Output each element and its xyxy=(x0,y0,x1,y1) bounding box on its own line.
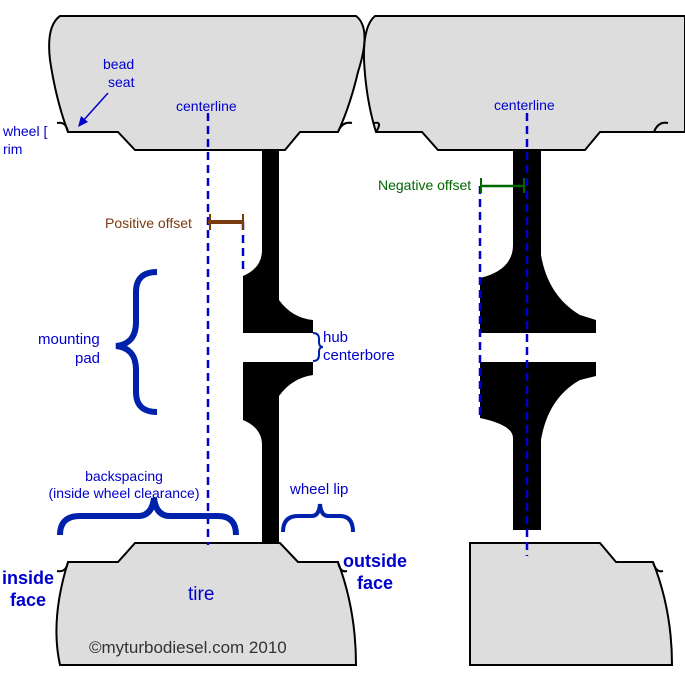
positive-offset-label: Positive offset xyxy=(105,215,192,231)
centerline-label-right: centerline xyxy=(494,97,555,113)
wheel-lip-label: wheel lip xyxy=(289,481,348,498)
wheel-rim-label-line2: rim xyxy=(3,141,22,157)
mounting-pad-label-line1: mounting xyxy=(38,331,100,348)
right-lower-tire xyxy=(469,542,674,666)
right-wheel-diagram xyxy=(362,15,685,666)
hub-centerbore-label-line1: hub xyxy=(323,329,348,346)
right-rim-flange-bottom-outside xyxy=(652,561,664,573)
tire-label: tire xyxy=(188,584,214,605)
left-wheel-disc-upper xyxy=(243,150,313,333)
left-rim-flange-bottom-inside xyxy=(56,561,69,573)
outside-face-label-line2: face xyxy=(357,573,393,593)
outside-face-label-line1: outside xyxy=(343,551,407,571)
bead-seat-arrow-head xyxy=(78,116,88,127)
right-rim-flange-top-outside xyxy=(653,121,669,133)
hub-centerbore-brace xyxy=(312,332,324,362)
left-wheel-disc-lower xyxy=(243,362,313,543)
labels: bead seat wheel [ rim centerline centerl… xyxy=(2,56,555,657)
backspacing-brace xyxy=(57,497,239,536)
negative-offset-label: Negative offset xyxy=(378,177,471,193)
wheel-lip-brace xyxy=(281,503,355,533)
bead-seat-label-line2: seat xyxy=(108,74,135,90)
left-rim-flange-top-outside xyxy=(337,121,353,133)
backspacing-label-line1: backspacing xyxy=(85,468,163,484)
mounting-pad-label-line2: pad xyxy=(75,350,100,367)
bead-seat-arrow-line xyxy=(81,92,109,123)
hub-centerbore-label-line2: centerbore xyxy=(323,347,395,364)
right-rim-flange-top-inside xyxy=(373,121,380,133)
left-rim-flange-top-inside xyxy=(56,121,69,133)
right-wheel-disc-upper xyxy=(480,150,596,333)
copyright-label: ©myturbodiesel.com 2010 xyxy=(89,638,287,657)
wheel-rim-label-line1: wheel [ xyxy=(2,123,47,139)
inside-face-label-line1: inside xyxy=(2,568,54,588)
backspacing-label-line2: (inside wheel clearance) xyxy=(49,485,200,501)
inside-face-label-line2: face xyxy=(10,590,46,610)
right-upper-tire xyxy=(362,15,685,151)
bead-seat-label-line1: bead xyxy=(103,56,134,72)
centerline-label-left: centerline xyxy=(176,98,237,114)
left-rim-flange-bottom-outside xyxy=(337,561,348,573)
left-wheel-diagram xyxy=(48,15,366,666)
right-wheel-disc-lower xyxy=(480,362,596,530)
mounting-pad-brace xyxy=(115,269,158,415)
